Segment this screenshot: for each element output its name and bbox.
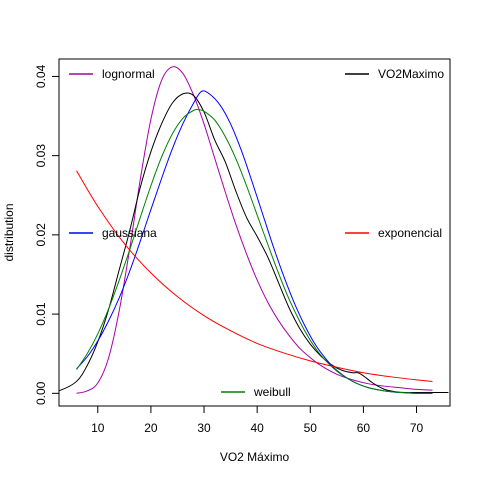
x-tick-label: 40 [250, 421, 264, 435]
y-tick-label: 0.01 [34, 302, 48, 326]
series-layer [59, 66, 449, 394]
legend: lognormal VO2Maximo gaussiana exponencial we… [69, 67, 444, 399]
legend-entry-vo2maximo: VO2Maximo [345, 67, 444, 81]
legend-label: weibull [253, 385, 291, 399]
x-tick-label: 20 [144, 421, 158, 435]
plot-frame [58, 58, 451, 407]
legend-entry-weibull: weibull [221, 385, 291, 399]
series-line-weibull [76, 109, 433, 394]
legend-label: exponencial [378, 226, 442, 240]
y-axis: 0.00 0.01 0.02 0.03 0.04 [34, 64, 59, 405]
x-axis-title: VO2 Máximo [220, 450, 290, 464]
x-tick-label: 50 [304, 421, 318, 435]
series-line-vo2maximo [59, 92, 449, 394]
legend-label: VO2Maximo [378, 67, 444, 81]
x-tick-label: 10 [91, 421, 105, 435]
y-tick-label: 0.02 [34, 223, 48, 247]
x-tick-label: 70 [410, 421, 424, 435]
x-tick-label: 60 [357, 421, 371, 435]
x-axis: 10 20 30 40 50 60 70 [91, 406, 424, 435]
y-axis-title: distribution [2, 203, 16, 261]
x-tick-label: 30 [197, 421, 211, 435]
legend-label: lognormal [102, 67, 155, 81]
legend-entry-gaussiana: gaussiana [69, 226, 157, 240]
y-tick-label: 0.00 [34, 381, 48, 405]
series-line-exponencial [76, 170, 433, 382]
y-tick-label: 0.03 [34, 144, 48, 168]
legend-entry-exponencial: exponencial [345, 226, 442, 240]
legend-label: gaussiana [102, 226, 157, 240]
y-tick-label: 0.04 [34, 64, 48, 88]
legend-entry-lognormal: lognormal [69, 67, 155, 81]
series-line-gaussiana [76, 90, 433, 394]
